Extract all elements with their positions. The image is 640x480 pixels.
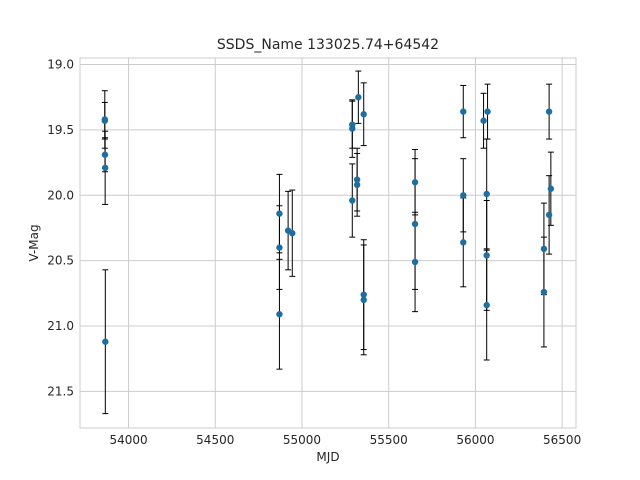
chart-title: SSDS_Name 133025.74+64542 [217,37,439,53]
data-point [101,151,109,158]
data-point [102,338,109,345]
data-point [101,164,109,172]
x-tick-label: 56000 [456,433,494,447]
data-point [349,125,356,132]
x-axis-label: MJD [316,450,339,464]
data-point [480,117,487,124]
data-point [483,190,490,198]
data-point [483,301,490,309]
data-point [411,220,419,228]
data-point [483,252,490,259]
y-tick-label: 21.5 [47,384,74,398]
plot-area [80,58,576,428]
data-point [353,176,361,183]
x-tick-label: 54000 [109,433,147,447]
data-point [360,296,367,304]
data-point [360,291,367,298]
x-ticks: 54000 54500 55000 55500 56000 56500 [109,433,581,447]
data-point [484,108,491,115]
data-point [540,245,548,253]
markers [101,94,555,345]
plot-frame [79,57,577,429]
grid [80,58,576,428]
y-tick-label: 20.0 [47,188,74,202]
y-axis-label: V-Mag [27,224,41,261]
data-point [101,117,109,124]
data-point [460,239,467,246]
y-tick-label: 19.5 [47,123,74,137]
data-point [276,244,283,251]
data-point [353,181,361,189]
y-tick-label: 19.0 [47,58,74,72]
data-point [276,210,283,217]
data-point [276,311,283,318]
x-tick-label: 55500 [370,433,408,447]
x-tick-label: 56500 [543,433,581,447]
data-point [411,179,419,186]
data-point [289,229,296,237]
data-point [460,108,467,115]
data-point [411,258,419,266]
y-tick-label: 20.5 [47,254,74,268]
data-point [460,192,467,199]
data-point [545,211,553,219]
x-tick-label: 54500 [196,433,234,447]
x-tick-label: 55000 [283,433,321,447]
y-tick-label: 21.0 [47,319,74,333]
data-point [540,288,548,296]
data-point [349,197,356,204]
y-ticks: 19.0 19.5 20.0 20.5 21.0 21.5 [47,58,74,399]
data-point [360,111,367,118]
data-point [545,108,553,115]
data-point [547,185,555,192]
data-point [355,94,362,101]
